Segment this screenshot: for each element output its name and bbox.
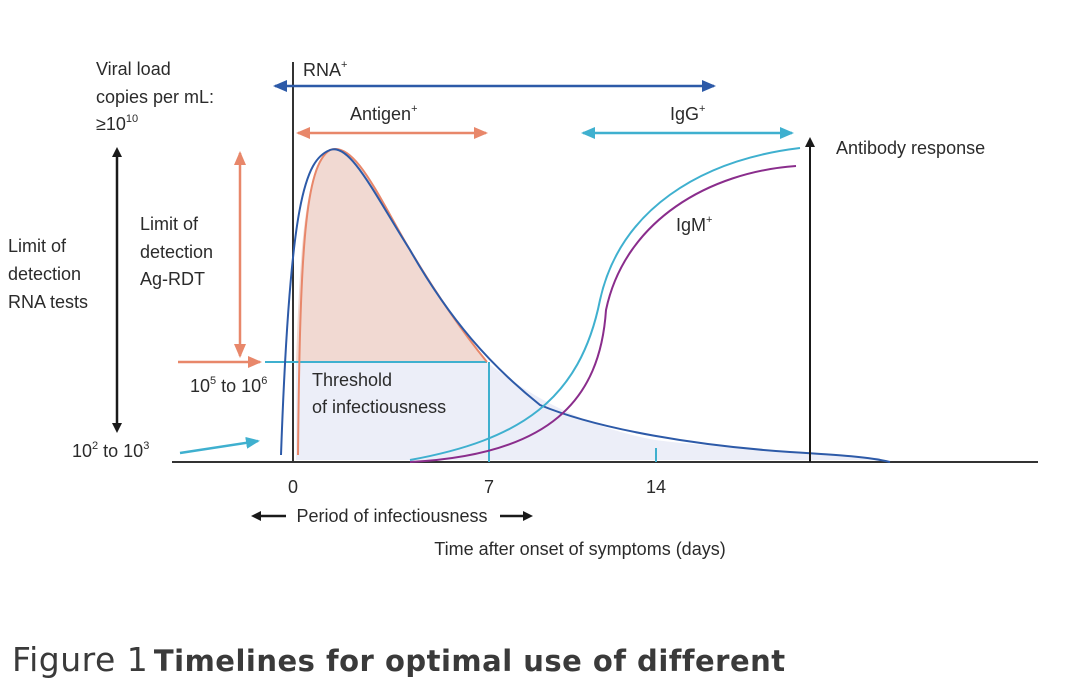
figure-number: Figure 1: [12, 640, 149, 679]
low-range-label: 102 to 103: [72, 440, 149, 461]
agrdt-label-1: Limit of: [140, 214, 199, 234]
threshold-label-2: of infectiousness: [312, 397, 446, 417]
rna-label: RNA+: [303, 59, 347, 80]
antibody-response-label: Antibody response: [836, 138, 985, 158]
agrdt-label-2: detection: [140, 242, 213, 262]
tick-label-0: 0: [288, 477, 298, 497]
igg-label: IgG+: [670, 103, 705, 124]
tick-label-14: 14: [646, 477, 666, 497]
tick-label-7: 7: [484, 477, 494, 497]
time-axis-label: Time after onset of symptoms (days): [434, 539, 725, 559]
igm-label: IgM+: [676, 214, 712, 235]
viral-load-blue-curve: [280, 148, 891, 463]
threshold-range-label: 105 to 106: [190, 375, 267, 396]
viral-load-label-1: Viral load: [96, 59, 171, 79]
figure-caption: Figure 1 Timelines for optimal use of di…: [12, 640, 786, 679]
figure-caption-text: Timelines for optimal use of different: [153, 644, 786, 678]
agrdt-label-3: Ag-RDT: [140, 269, 205, 289]
igg-curve: [409, 147, 801, 461]
antigen-region-fill: [296, 148, 487, 362]
rna-tests-label-2: detection: [8, 264, 81, 284]
infectious-region-fill: [296, 362, 880, 460]
viral-load-label-2: copies per mL:: [96, 87, 214, 107]
low-limit-pointer-arrow: [179, 436, 260, 455]
igm-curve: [409, 165, 797, 463]
rna-tests-label-3: RNA tests: [8, 292, 88, 312]
period-label: Period of infectiousness: [296, 506, 487, 526]
antigen-label: Antigen+: [350, 103, 418, 124]
threshold-label-1: Threshold: [312, 370, 392, 390]
viral-load-label-3: ≥1010: [96, 113, 138, 134]
rna-tests-label-1: Limit of: [8, 236, 67, 256]
